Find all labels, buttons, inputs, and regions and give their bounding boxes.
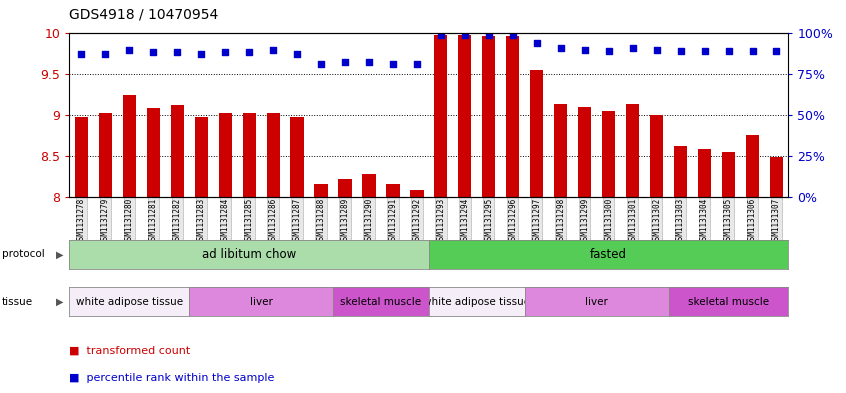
Point (362, 59, 376, 65)
Point (123, 46, 136, 53)
Bar (266, 112, 280, 196)
Text: ■  transformed count: ■ transformed count (69, 346, 190, 356)
Text: white adipose tissue: white adipose tissue (423, 297, 530, 307)
Bar (362, 174, 376, 196)
Text: GDS4918 / 10470954: GDS4918 / 10470954 (69, 7, 218, 22)
Text: ▶: ▶ (56, 297, 63, 307)
Text: liver: liver (585, 297, 608, 307)
Bar (506, 36, 519, 197)
Point (242, 49, 255, 55)
Point (770, 48, 783, 55)
Bar (434, 35, 448, 197)
Point (698, 48, 711, 55)
Point (722, 48, 735, 55)
Bar (387, 184, 399, 196)
Point (434, 32, 448, 38)
Point (482, 32, 496, 38)
Text: ■  percentile rank within the sample: ■ percentile rank within the sample (69, 373, 275, 383)
Bar (99, 112, 112, 196)
Point (170, 49, 184, 55)
Point (146, 49, 160, 55)
Bar (530, 70, 543, 196)
Bar (243, 112, 255, 196)
Bar (626, 105, 640, 196)
Point (195, 51, 208, 57)
Text: tissue: tissue (2, 297, 33, 307)
Text: skeletal muscle: skeletal muscle (688, 297, 769, 307)
Point (290, 51, 304, 57)
Bar (650, 115, 663, 196)
Bar (171, 105, 184, 196)
Text: liver: liver (250, 297, 272, 307)
Point (266, 46, 280, 53)
Text: skeletal muscle: skeletal muscle (340, 297, 421, 307)
Bar (74, 118, 88, 196)
Bar (315, 184, 327, 196)
Bar (195, 118, 208, 196)
Bar (554, 105, 568, 196)
Bar (410, 190, 424, 196)
Bar (674, 146, 687, 196)
Bar (746, 135, 759, 196)
Text: ad libitum chow: ad libitum chow (202, 248, 296, 261)
Point (386, 61, 400, 68)
Text: ▶: ▶ (56, 250, 63, 259)
Bar (578, 107, 591, 196)
Bar (338, 178, 352, 196)
Point (218, 49, 232, 55)
Text: fasted: fasted (591, 248, 627, 261)
Bar (482, 36, 496, 197)
Bar (290, 118, 304, 196)
Point (315, 61, 328, 68)
Bar (770, 157, 783, 196)
Bar (146, 108, 160, 196)
Point (602, 48, 616, 55)
Point (338, 59, 352, 65)
Text: protocol: protocol (2, 250, 45, 259)
Text: white adipose tissue: white adipose tissue (76, 297, 183, 307)
Point (650, 46, 663, 53)
Point (746, 48, 760, 55)
Bar (459, 35, 471, 197)
Bar (698, 149, 711, 196)
Point (98, 51, 112, 57)
Bar (722, 152, 735, 196)
Point (506, 32, 519, 38)
Point (74, 51, 88, 57)
Bar (123, 95, 136, 196)
Bar (602, 111, 615, 196)
Point (530, 40, 544, 46)
Point (459, 32, 472, 38)
Point (578, 46, 591, 53)
Point (554, 45, 568, 51)
Point (410, 61, 424, 68)
Bar (218, 113, 232, 196)
Point (626, 45, 640, 51)
Point (673, 48, 687, 55)
